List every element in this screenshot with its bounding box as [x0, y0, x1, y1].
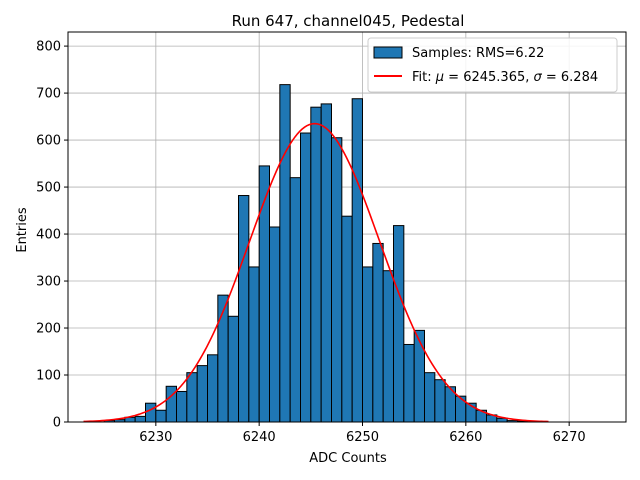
histogram-bar: [269, 226, 281, 423]
histogram-bar: [341, 215, 353, 423]
histogram-bar: [434, 379, 446, 423]
x-tick-label: 6270: [553, 430, 586, 445]
plot-frame: [67, 31, 627, 423]
fit-curve: [83, 122, 549, 423]
histogram-bar: [258, 165, 270, 423]
legend-box: [367, 37, 618, 93]
histogram-bar: [424, 372, 436, 423]
y-tick-label: 800: [36, 40, 61, 55]
histogram-bar: [227, 315, 240, 423]
histogram-bar: [455, 395, 467, 423]
histogram-bar: [362, 266, 374, 423]
histogram-bar: [300, 132, 312, 423]
histogram-bar: [217, 294, 229, 423]
y-tick-label: 300: [36, 275, 61, 290]
y-tick-label: 100: [36, 369, 61, 384]
histogram-bar: [289, 177, 301, 423]
legend-histogram-label: Samples: RMS=6.22: [412, 46, 544, 61]
histogram-bar: [155, 409, 167, 423]
y-tick-label: 600: [36, 134, 61, 149]
fit-curve-layer: [83, 122, 549, 423]
y-tick-label: 200: [36, 322, 61, 337]
histogram-bar: [382, 270, 394, 423]
histogram-bar: [320, 103, 332, 423]
histogram-bar: [176, 390, 188, 423]
x-tick-label: 6260: [449, 430, 482, 445]
histogram-bar: [393, 225, 405, 423]
y-tick-label: 700: [36, 87, 61, 102]
histogram-bar: [372, 242, 384, 423]
x-tick-label: 6240: [243, 430, 276, 445]
histogram-bar: [310, 106, 322, 423]
histogram-bar: [413, 329, 425, 423]
histogram-bar: [186, 372, 198, 423]
legend-fit-label: Fit: μ = 6245.365, σ = 6.284: [412, 70, 598, 85]
histogram-bar: [238, 195, 250, 423]
y-axis-ticks: 0 100 200 300 400 500 600 700 800: [36, 40, 68, 431]
x-axis-label: ADC Counts: [309, 451, 387, 466]
histogram-bar: [331, 137, 343, 423]
x-axis-ticks: 6230 6240 6250 6260 6270: [139, 422, 586, 445]
histogram-bar: [351, 98, 363, 423]
histogram-bars: [103, 84, 529, 423]
y-axis-label: Entries: [15, 207, 30, 253]
histogram-bar: [196, 365, 209, 423]
histogram-bar: [279, 84, 291, 423]
x-tick-label: 6230: [139, 430, 172, 445]
legend: Samples: RMS=6.22 Fit: μ = 6245.365, σ =…: [367, 37, 618, 93]
histogram-bar: [248, 266, 260, 423]
histogram-bar: [134, 415, 147, 423]
histogram-bar: [403, 343, 415, 423]
x-tick-label: 6250: [346, 430, 379, 445]
y-tick-label: 400: [36, 228, 61, 243]
histogram-bar: [145, 402, 157, 423]
chart-title: Run 647, channel045, Pedestal: [232, 12, 465, 30]
histogram-bar: [207, 354, 219, 423]
y-tick-label: 0: [53, 416, 61, 431]
y-tick-label: 500: [36, 181, 61, 196]
legend-histogram-swatch: [373, 46, 403, 59]
